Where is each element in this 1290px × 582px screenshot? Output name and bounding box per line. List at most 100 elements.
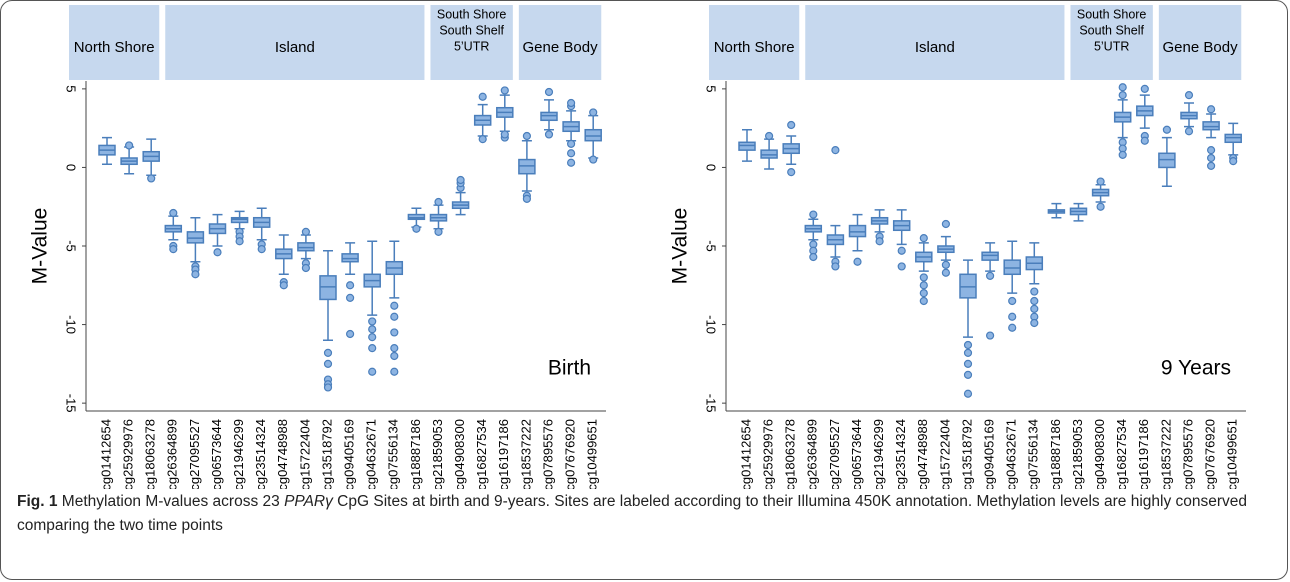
box <box>760 149 778 159</box>
x-tick-label: cg01412654 <box>98 419 113 489</box>
whisker-low <box>345 261 356 276</box>
outlier <box>941 268 951 277</box>
x-tick-label: cg04632671 <box>364 419 379 489</box>
outlier <box>346 329 355 339</box>
box <box>738 141 756 151</box>
y-axis-label: M-Value <box>29 208 52 285</box>
whisker-high <box>102 136 112 146</box>
whisker-high <box>1184 102 1194 113</box>
whisker-high <box>234 210 245 218</box>
whisker-high <box>345 242 356 254</box>
whisker-low <box>742 150 752 162</box>
outlier <box>390 328 399 337</box>
whisker-high <box>544 99 554 113</box>
whisker-low <box>367 286 378 316</box>
box <box>319 275 337 301</box>
whisker-low <box>1029 269 1040 285</box>
outlier <box>1206 105 1216 114</box>
x-tick-label: cg21946299 <box>871 419 886 489</box>
y-tick-label: 0 <box>704 164 719 171</box>
whisker-high <box>433 204 444 215</box>
outlier <box>831 262 840 271</box>
outlier <box>875 237 884 246</box>
outlier <box>1008 296 1017 306</box>
whisker-high <box>477 103 488 116</box>
whisker-low <box>896 230 907 246</box>
caption-gene: PPARγ <box>284 493 333 510</box>
x-tick-label: cg25929976 <box>761 419 776 489</box>
outlier <box>1184 127 1194 136</box>
outlier <box>1030 296 1039 306</box>
outlier <box>1184 91 1194 100</box>
outlier <box>985 331 995 340</box>
outlier <box>169 245 178 254</box>
whisker-low <box>521 173 532 192</box>
whisker-low <box>102 154 112 166</box>
whisker-low <box>786 153 797 166</box>
x-tick-label: cg04748988 <box>275 419 290 489</box>
whisker-low <box>985 260 996 272</box>
x-tick-label: cg16197186 <box>496 419 511 489</box>
whisker-high <box>1117 99 1128 113</box>
whisker-high <box>896 209 907 221</box>
whisker-low <box>764 158 775 170</box>
x-tick-label: cg18887186 <box>1048 419 1063 489</box>
region-label: South Shore <box>437 7 507 21</box>
annotation: 9 Years <box>1161 357 1231 380</box>
whisker-low <box>874 224 885 233</box>
box <box>518 158 536 175</box>
whisker-high <box>940 235 951 246</box>
x-tick-label: cg04632671 <box>1004 419 1019 489</box>
whisker-low <box>852 236 863 252</box>
whisker-low <box>1117 121 1128 139</box>
region-band <box>709 5 800 80</box>
caption-text: Methylation M-values across 23 <box>57 493 285 510</box>
x-tick-label: cg23514324 <box>893 419 908 489</box>
x-tick-label: cg13518792 <box>319 419 334 489</box>
region-band <box>1158 5 1242 80</box>
x-tick-label: cg25929976 <box>121 419 136 489</box>
outlier <box>235 237 244 246</box>
region-label: 5’UTR <box>1094 39 1129 53</box>
box <box>1158 152 1176 169</box>
outlier <box>1140 136 1149 145</box>
whisker-low <box>830 244 841 258</box>
whisker-low <box>1206 129 1217 139</box>
region-label: Island <box>275 39 315 56</box>
whisker-low <box>963 297 973 338</box>
box <box>584 128 602 142</box>
x-tick-label: cg15722404 <box>297 419 312 489</box>
box <box>981 251 999 261</box>
whisker-high <box>1051 202 1062 210</box>
outlier <box>566 149 576 158</box>
outlier <box>279 281 288 290</box>
x-tick-label: cg26364899 <box>165 419 180 489</box>
x-tick-label: cg16827534 <box>474 419 489 489</box>
x-tick-label: cg18063278 <box>143 419 158 489</box>
outlier <box>1030 304 1039 313</box>
x-tick-label: cg13518792 <box>959 419 974 489</box>
x-tick-label: cg01412654 <box>738 419 753 489</box>
outlier <box>809 252 818 262</box>
outlier <box>390 367 399 376</box>
region-band <box>805 5 1065 80</box>
outlier <box>125 141 134 150</box>
box <box>848 224 867 238</box>
whisker-low <box>433 220 444 230</box>
whisker-low <box>256 227 267 241</box>
outlier <box>985 271 995 280</box>
outlier <box>323 359 333 368</box>
x-tick-label: cg07556134 <box>386 419 401 489</box>
x-tick-label: cg21859053 <box>430 419 445 489</box>
region-label: North Shore <box>74 39 155 56</box>
whisker-high <box>256 207 267 218</box>
whisker-high <box>278 234 289 250</box>
outlier <box>522 194 532 203</box>
outlier <box>500 130 509 139</box>
outlier <box>544 87 554 97</box>
x-tick-label: cg09405169 <box>982 419 997 489</box>
whisker-high <box>764 138 775 151</box>
y-axis-label: M-Value <box>669 208 692 285</box>
x-tick-label: cg15722404 <box>937 419 952 489</box>
region-band <box>430 5 513 80</box>
